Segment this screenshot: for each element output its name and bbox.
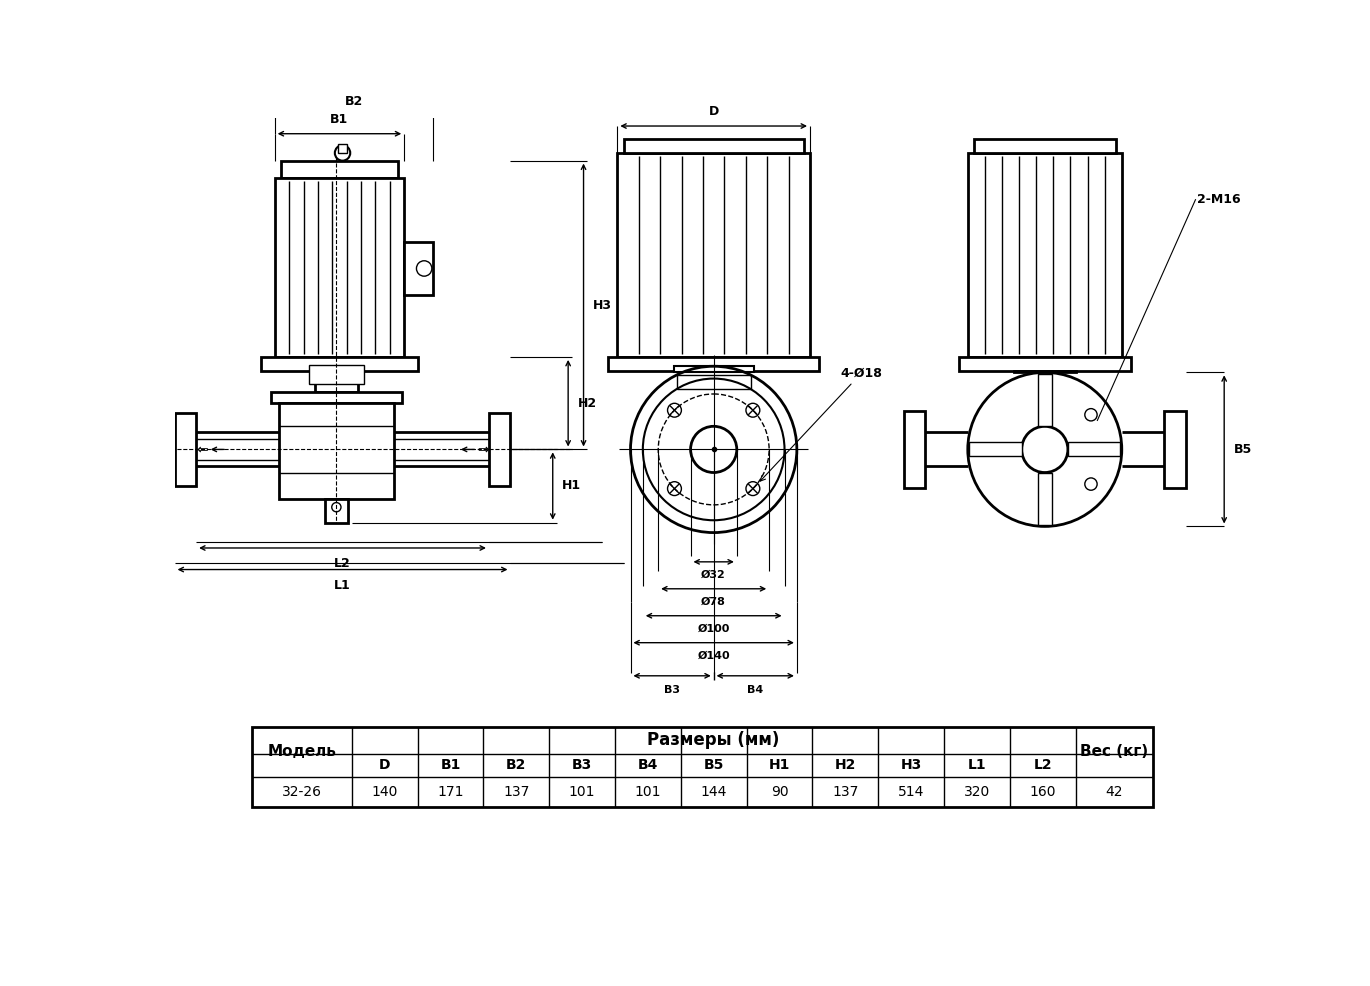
Bar — [1164, 411, 1185, 488]
Bar — [275, 177, 404, 357]
Text: L1: L1 — [334, 579, 351, 592]
Text: Размеры (мм): Размеры (мм) — [648, 731, 780, 749]
Text: B4: B4 — [637, 758, 658, 772]
Text: Ø78: Ø78 — [701, 597, 726, 606]
Text: H2: H2 — [577, 396, 596, 410]
Text: 90: 90 — [771, 785, 788, 799]
Text: 144: 144 — [700, 785, 727, 799]
Text: Ø100: Ø100 — [697, 623, 730, 633]
Text: L1: L1 — [967, 758, 986, 772]
Text: 137: 137 — [832, 785, 859, 799]
Text: ⇒: ⇒ — [477, 443, 489, 457]
Bar — [967, 153, 1122, 357]
Text: 101: 101 — [634, 785, 662, 799]
Bar — [682, 366, 744, 371]
Text: 32-26: 32-26 — [282, 785, 322, 799]
Circle shape — [1022, 426, 1067, 472]
Text: B5: B5 — [703, 758, 723, 772]
Circle shape — [416, 260, 432, 276]
Text: 514: 514 — [897, 785, 925, 799]
Circle shape — [1085, 478, 1097, 490]
Polygon shape — [970, 443, 1022, 457]
Text: 101: 101 — [569, 785, 596, 799]
Text: L2: L2 — [1033, 758, 1052, 772]
Bar — [252, 727, 1152, 808]
Polygon shape — [1067, 443, 1121, 457]
Text: L2: L2 — [334, 557, 351, 570]
Text: Ø32: Ø32 — [701, 570, 726, 580]
Circle shape — [332, 503, 341, 512]
Text: 4-Ø18: 4-Ø18 — [760, 366, 882, 481]
Text: 320: 320 — [963, 785, 991, 799]
Bar — [338, 144, 347, 153]
Bar — [959, 357, 1132, 371]
Text: H2: H2 — [834, 758, 856, 772]
Bar — [308, 365, 364, 384]
Bar — [1014, 371, 1075, 373]
Bar — [174, 413, 196, 486]
Circle shape — [334, 145, 351, 161]
Text: B2: B2 — [345, 96, 363, 108]
Text: H1: H1 — [769, 758, 790, 772]
Text: B1: B1 — [440, 758, 460, 772]
Text: H3: H3 — [900, 758, 922, 772]
Bar — [315, 371, 358, 391]
Text: 140: 140 — [371, 785, 397, 799]
Circle shape — [1085, 408, 1097, 421]
Text: Ø140: Ø140 — [697, 651, 730, 661]
Text: B3: B3 — [571, 758, 592, 772]
Bar — [618, 153, 810, 357]
Text: B2: B2 — [506, 758, 526, 772]
Bar — [281, 161, 397, 177]
Text: 137: 137 — [503, 785, 529, 799]
Bar — [623, 139, 804, 153]
Text: Модель: Модель — [267, 744, 336, 759]
Bar — [974, 139, 1115, 153]
Bar — [404, 242, 433, 296]
Text: H3: H3 — [593, 299, 612, 312]
Text: 160: 160 — [1029, 785, 1056, 799]
Bar — [325, 500, 348, 523]
Text: B3: B3 — [664, 685, 680, 695]
Text: D: D — [379, 758, 390, 772]
Text: B5: B5 — [1233, 443, 1252, 456]
Text: 171: 171 — [437, 785, 463, 799]
Polygon shape — [1038, 374, 1052, 426]
Text: ⇐: ⇐ — [196, 443, 208, 457]
Bar — [271, 391, 401, 403]
Bar — [904, 411, 925, 488]
Bar — [677, 375, 751, 388]
Bar — [489, 413, 511, 486]
Text: H1: H1 — [562, 479, 581, 492]
Polygon shape — [1038, 472, 1052, 525]
Text: B1: B1 — [330, 113, 348, 126]
Circle shape — [967, 373, 1122, 527]
Text: 2-M16: 2-M16 — [1197, 192, 1241, 206]
Bar — [608, 357, 819, 371]
Bar — [260, 357, 418, 371]
Bar — [278, 403, 395, 500]
Text: Вес (кг): Вес (кг) — [1080, 744, 1148, 759]
Text: B4: B4 — [747, 685, 763, 695]
Bar — [674, 366, 754, 373]
Text: 42: 42 — [1106, 785, 1123, 799]
Text: D: D — [708, 106, 719, 118]
